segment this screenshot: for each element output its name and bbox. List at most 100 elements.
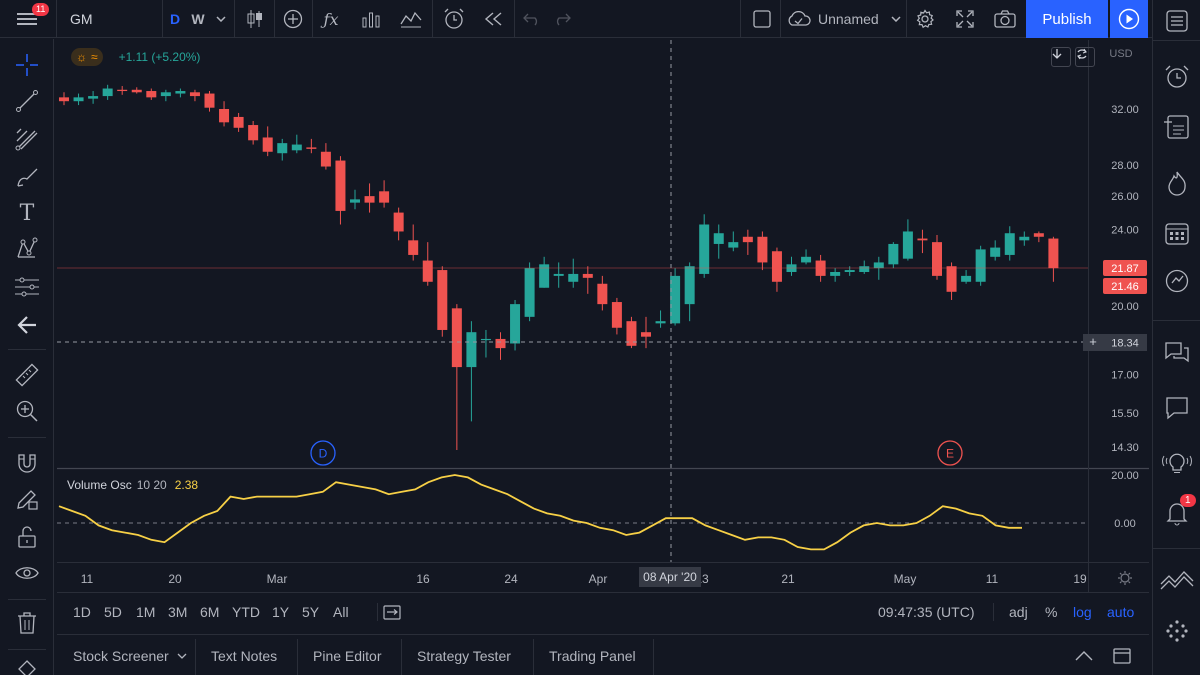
redo-button[interactable]: [548, 0, 576, 38]
symbol-search[interactable]: GM: [70, 11, 93, 27]
candle: [539, 256, 550, 288]
settings-button[interactable]: [910, 0, 940, 38]
financials-button[interactable]: [356, 0, 386, 38]
back-arrow-tool[interactable]: [8, 307, 46, 343]
lock-drawings-tool[interactable]: [8, 519, 46, 555]
hide-drawings-tool[interactable]: [8, 555, 46, 591]
notifications-button[interactable]: 1: [1158, 494, 1196, 532]
candle: [466, 321, 477, 422]
fullscreen-button[interactable]: [950, 0, 980, 38]
chart-area[interactable]: D E USD 32.00 28.00 26.00 24.00 20.00 17.00 15…: [57, 40, 1149, 592]
candle: [291, 134, 302, 154]
streams-button[interactable]: [1158, 388, 1196, 426]
tab-pine-editor[interactable]: Pine Editor: [313, 647, 382, 664]
trend-line-icon: [16, 90, 38, 112]
prediction-tool[interactable]: [8, 269, 46, 305]
candle: [946, 262, 957, 300]
publish-button[interactable]: Publish: [1026, 0, 1108, 38]
replay-button[interactable]: [478, 0, 510, 38]
remove-drawings-tool[interactable]: [8, 605, 46, 641]
earnings-marker[interactable]: E: [937, 440, 963, 466]
menu-button[interactable]: 11: [8, 0, 50, 38]
fullscreen-layout-button[interactable]: [748, 0, 776, 38]
candle: [597, 275, 608, 311]
tab-stock-screener[interactable]: Stock Screener: [73, 635, 187, 675]
session-badge[interactable]: ☼ ≈: [71, 48, 103, 66]
undo-button[interactable]: [518, 0, 546, 38]
percent-toggle[interactable]: %: [1045, 604, 1058, 620]
range-button-1m[interactable]: 1M: [136, 604, 156, 620]
sun-icon: ☼: [76, 50, 87, 64]
tips-button[interactable]: [1158, 442, 1196, 480]
alert-button[interactable]: [438, 0, 470, 38]
trend-line-tool[interactable]: [8, 83, 46, 119]
magnet-tool[interactable]: [8, 445, 46, 481]
range-button-5d[interactable]: 5D: [104, 604, 122, 620]
trading-panel-button[interactable]: [1158, 560, 1196, 598]
lightbulb-icon: [1162, 453, 1192, 473]
time-tick: Apr: [589, 572, 608, 586]
indicators-button[interactable]: ƒx: [316, 0, 346, 38]
watchlist-button[interactable]: [1158, 2, 1196, 40]
log-toggle[interactable]: log: [1073, 604, 1092, 620]
pattern-tool[interactable]: [8, 231, 46, 267]
range-button-all[interactable]: All: [333, 604, 349, 620]
ideas-button[interactable]: [1158, 262, 1196, 300]
chats-button[interactable]: [1158, 334, 1196, 372]
top-toolbar: 11 GM D W ƒx Unnamed: [0, 0, 1152, 38]
scroll-to-bottom-button[interactable]: [1051, 47, 1071, 67]
interval-d-button[interactable]: D: [169, 11, 181, 27]
interval-dropdown[interactable]: [212, 0, 230, 38]
time-axis-settings-button[interactable]: [1118, 571, 1132, 585]
maximize-panel-button[interactable]: [1113, 635, 1131, 675]
brush-tool[interactable]: [8, 159, 46, 195]
range-button-1d[interactable]: 1D: [73, 604, 91, 620]
compare-button[interactable]: [278, 0, 308, 38]
data-window-button[interactable]: [1158, 108, 1196, 146]
calendar-button[interactable]: [1158, 214, 1196, 252]
fib-tool[interactable]: [8, 121, 46, 157]
range-button-5y[interactable]: 5Y: [302, 604, 320, 620]
text-tool[interactable]: T: [8, 195, 46, 231]
ideas-icon: [1165, 269, 1189, 293]
measure-tool[interactable]: [8, 357, 46, 393]
date-range-button[interactable]: [383, 593, 401, 631]
redo-icon: [556, 13, 571, 26]
notification-badge: 1: [1180, 494, 1196, 507]
more-button[interactable]: [1158, 612, 1196, 650]
layout-name-button[interactable]: Unnamed: [786, 0, 906, 38]
crosshair-tool[interactable]: [8, 47, 46, 83]
candle: [480, 329, 491, 358]
auto-toggle[interactable]: auto: [1107, 604, 1135, 620]
tab-trading-panel[interactable]: Trading Panel: [549, 647, 636, 664]
range-button-6m[interactable]: 6M: [200, 604, 220, 620]
hotlists-button[interactable]: [1158, 164, 1196, 202]
bottom-panel-tabs: Stock Screener Text Notes Pine Editor St…: [57, 634, 1149, 675]
tab-strategy-tester[interactable]: Strategy Tester: [417, 647, 511, 664]
reset-chart-button[interactable]: [1075, 47, 1095, 67]
snapshot-button[interactable]: [990, 0, 1020, 38]
zoom-tool[interactable]: [8, 393, 46, 429]
collapse-panel-button[interactable]: [1075, 635, 1093, 675]
adj-toggle[interactable]: adj: [1009, 604, 1028, 620]
chart-type-button[interactable]: [240, 0, 270, 38]
candle: [88, 91, 99, 104]
price-chart[interactable]: D E USD 32.00 28.00 26.00 24.00 20.00 17.00 15…: [57, 40, 1149, 592]
chevron-up-icon: [1075, 650, 1093, 660]
publish-options-button[interactable]: [1110, 0, 1148, 38]
range-button-3m[interactable]: 3M: [168, 604, 188, 620]
candle: [510, 299, 521, 351]
range-button-1y[interactable]: 1Y: [272, 604, 290, 620]
range-button-ytd[interactable]: YTD: [232, 604, 260, 620]
hamburger-icon: [17, 13, 37, 25]
templates-button[interactable]: [396, 0, 426, 38]
alerts-button[interactable]: [1158, 58, 1196, 96]
tab-text-notes[interactable]: Text Notes: [211, 647, 278, 664]
favorites-tool[interactable]: [8, 655, 46, 675]
stay-drawing-tool[interactable]: [8, 481, 46, 517]
pattern-icon: [17, 237, 38, 258]
indicator-legend[interactable]: Volume Osc 10 20 2.38: [67, 477, 198, 493]
interval-w-button[interactable]: W: [191, 11, 205, 27]
clock[interactable]: 09:47:35 (UTC): [878, 604, 975, 620]
dividend-marker[interactable]: D: [310, 440, 336, 466]
